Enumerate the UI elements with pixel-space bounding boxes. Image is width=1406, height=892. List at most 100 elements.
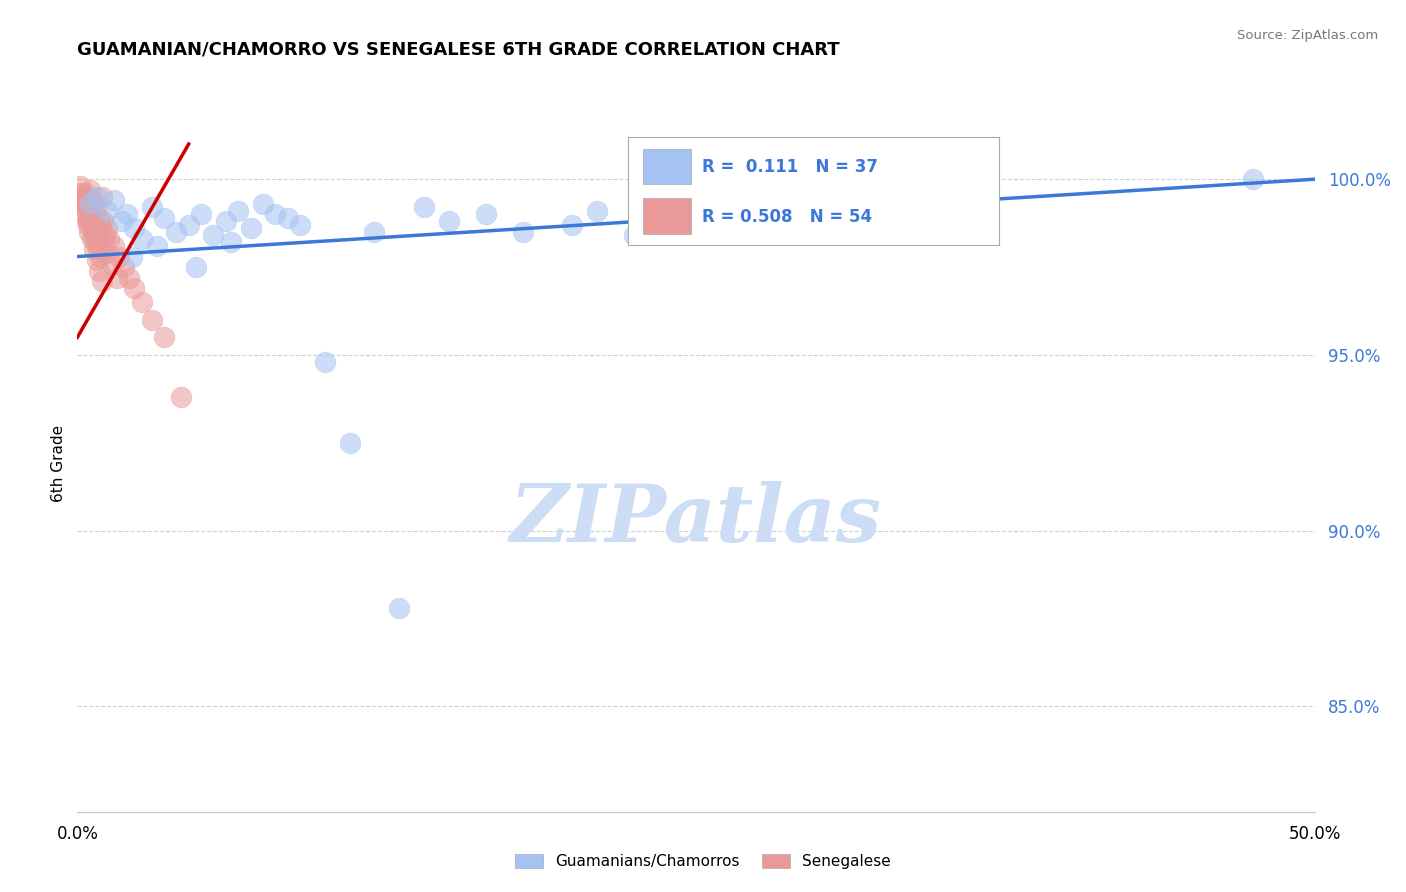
Point <box>87 263 110 277</box>
Point <box>277 211 299 225</box>
Point <box>474 207 496 221</box>
Point <box>75 207 97 221</box>
Point <box>70 186 93 201</box>
FancyBboxPatch shape <box>643 149 690 185</box>
Point <box>153 211 176 225</box>
Y-axis label: 6th Grade: 6th Grade <box>51 425 66 502</box>
Point <box>105 270 128 285</box>
Point <box>79 211 101 225</box>
Point <box>76 214 98 228</box>
Text: GUAMANIAN/CHAMORRO VS SENEGALESE 6TH GRADE CORRELATION CHART: GUAMANIAN/CHAMORRO VS SENEGALESE 6TH GRA… <box>77 40 839 58</box>
Point <box>412 200 434 214</box>
Point <box>83 243 105 257</box>
Point <box>131 295 153 310</box>
Point <box>86 190 108 204</box>
Point <box>363 225 385 239</box>
Text: Source: ZipAtlas.com: Source: ZipAtlas.com <box>1237 29 1378 42</box>
Point <box>79 196 101 211</box>
Text: R = 0.508   N = 54: R = 0.508 N = 54 <box>702 208 872 226</box>
Point <box>86 200 108 214</box>
Point <box>79 183 101 197</box>
Point <box>111 214 134 228</box>
Point <box>145 239 167 253</box>
Point <box>93 235 115 250</box>
Point <box>72 194 94 208</box>
Point <box>252 196 274 211</box>
Point <box>141 312 163 326</box>
Point <box>103 239 125 253</box>
Point <box>94 246 117 260</box>
Point <box>96 203 118 218</box>
Point <box>76 196 98 211</box>
Point <box>70 194 93 208</box>
Point <box>131 232 153 246</box>
Point <box>69 190 91 204</box>
Point <box>82 218 104 232</box>
Point <box>153 330 176 344</box>
Point <box>89 214 111 228</box>
Point <box>219 235 242 250</box>
Point <box>82 194 104 208</box>
Point <box>91 214 114 228</box>
Point <box>115 207 138 221</box>
Point <box>190 207 212 221</box>
Point <box>239 221 262 235</box>
FancyBboxPatch shape <box>643 198 690 234</box>
Point <box>112 260 135 274</box>
Point <box>86 253 108 268</box>
Point <box>202 228 225 243</box>
Point <box>72 190 94 204</box>
Point <box>73 186 96 201</box>
Point <box>84 225 107 239</box>
Point <box>96 221 118 235</box>
Point <box>512 225 534 239</box>
Point <box>388 601 411 615</box>
Point <box>103 194 125 208</box>
Point <box>72 196 94 211</box>
Point <box>101 256 124 270</box>
Point <box>122 281 145 295</box>
Point <box>108 250 131 264</box>
Point <box>177 218 200 232</box>
Point <box>141 200 163 214</box>
Point <box>76 218 98 232</box>
Point <box>75 200 97 214</box>
Point <box>288 218 311 232</box>
Point <box>623 228 645 243</box>
Point <box>121 250 143 264</box>
Point <box>83 207 105 221</box>
Point <box>264 207 287 221</box>
Point <box>1241 172 1264 186</box>
Point <box>165 225 187 239</box>
Point <box>89 250 111 264</box>
Point <box>98 232 121 246</box>
Point <box>339 435 361 450</box>
Point <box>93 228 115 243</box>
Point <box>91 190 114 204</box>
Point <box>86 243 108 257</box>
Point <box>73 200 96 214</box>
Point <box>586 203 609 218</box>
Point <box>170 390 193 404</box>
Text: R =  0.111   N = 37: R = 0.111 N = 37 <box>702 158 879 176</box>
Point <box>80 203 103 218</box>
Text: ZIPatlas: ZIPatlas <box>510 481 882 558</box>
Point <box>122 221 145 235</box>
Point <box>561 218 583 232</box>
Point <box>82 225 104 239</box>
Point <box>184 260 207 274</box>
Point <box>84 235 107 250</box>
Point <box>69 179 91 194</box>
Point <box>77 211 100 225</box>
Point <box>80 232 103 246</box>
Point <box>90 221 112 235</box>
Point <box>90 274 112 288</box>
Point <box>314 355 336 369</box>
Legend: Guamanians/Chamorros, Senegalese: Guamanians/Chamorros, Senegalese <box>509 847 897 875</box>
Point <box>118 270 141 285</box>
Point <box>77 225 100 239</box>
Point <box>437 214 460 228</box>
Point <box>226 203 249 218</box>
Point <box>215 214 238 228</box>
Point <box>87 232 110 246</box>
